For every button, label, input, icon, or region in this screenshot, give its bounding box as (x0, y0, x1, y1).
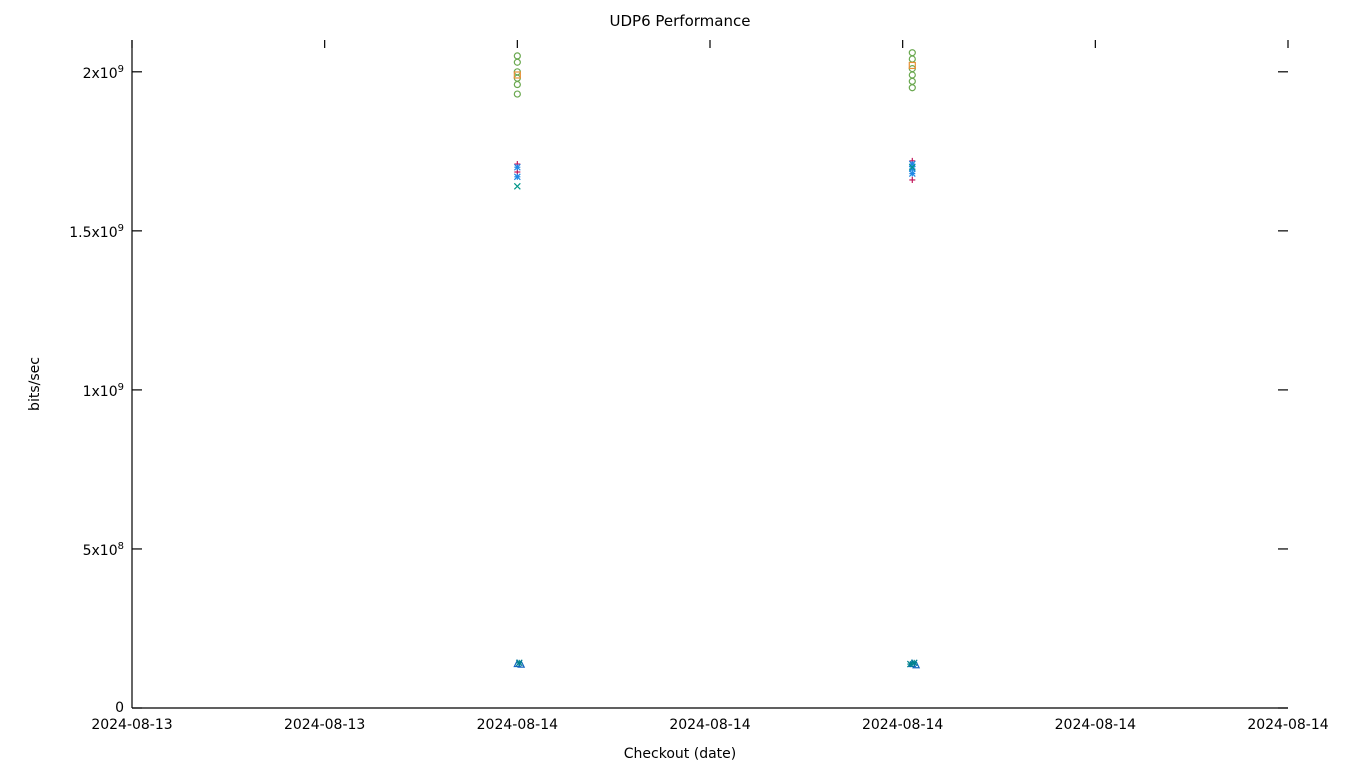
y-tick-label: 5x108 (83, 540, 124, 558)
y-tick-label: 0 (115, 701, 124, 715)
x-tick-label: 2024-08-14 (1055, 718, 1136, 732)
performance-chart: UDP6 Performance bits/sec Checkout (date… (0, 0, 1360, 768)
x-tick-label: 2024-08-14 (1247, 718, 1328, 732)
x-tick-label: 2024-08-14 (862, 718, 943, 732)
x-tick-label: 2024-08-13 (284, 718, 365, 732)
x-tick-label: 2024-08-14 (669, 718, 750, 732)
y-tick-label: 1.5x109 (69, 222, 124, 240)
y-tick-label: 2x109 (83, 63, 124, 81)
x-tick-label: 2024-08-14 (477, 718, 558, 732)
plot-svg (0, 0, 1360, 768)
x-tick-label: 2024-08-13 (91, 718, 172, 732)
y-tick-label: 1x109 (83, 381, 124, 399)
